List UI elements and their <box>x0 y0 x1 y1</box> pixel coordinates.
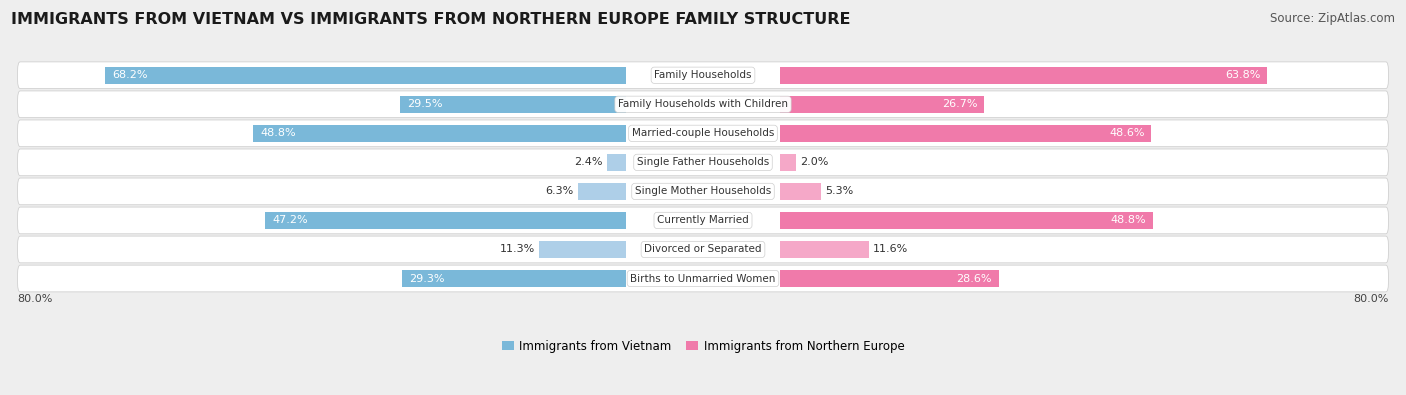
FancyBboxPatch shape <box>18 149 1388 176</box>
Text: 29.3%: 29.3% <box>409 273 444 284</box>
Text: Divorced or Separated: Divorced or Separated <box>644 245 762 254</box>
Text: Married-couple Households: Married-couple Households <box>631 128 775 138</box>
Text: 47.2%: 47.2% <box>273 215 308 226</box>
Bar <box>266 212 626 229</box>
Bar <box>105 67 626 84</box>
Bar <box>540 241 626 258</box>
FancyBboxPatch shape <box>18 207 1388 234</box>
Text: IMMIGRANTS FROM VIETNAM VS IMMIGRANTS FROM NORTHERN EUROPE FAMILY STRUCTURE: IMMIGRANTS FROM VIETNAM VS IMMIGRANTS FR… <box>11 12 851 27</box>
Bar <box>780 183 821 200</box>
Bar <box>578 183 626 200</box>
Bar <box>253 125 626 142</box>
Bar <box>780 96 984 113</box>
Text: Family Households with Children: Family Households with Children <box>619 99 787 109</box>
Bar <box>780 125 1152 142</box>
Text: 80.0%: 80.0% <box>1353 294 1388 305</box>
Text: 29.5%: 29.5% <box>408 99 443 109</box>
Bar <box>780 241 869 258</box>
FancyBboxPatch shape <box>18 265 1388 292</box>
Bar <box>780 67 1267 84</box>
FancyBboxPatch shape <box>18 236 1388 263</box>
FancyBboxPatch shape <box>18 120 1388 147</box>
Legend: Immigrants from Vietnam, Immigrants from Northern Europe: Immigrants from Vietnam, Immigrants from… <box>502 340 904 353</box>
Text: 63.8%: 63.8% <box>1225 70 1260 80</box>
Text: 2.4%: 2.4% <box>575 157 603 167</box>
Text: Source: ZipAtlas.com: Source: ZipAtlas.com <box>1270 12 1395 25</box>
Text: 26.7%: 26.7% <box>942 99 977 109</box>
Text: Family Households: Family Households <box>654 70 752 80</box>
Bar <box>780 212 1153 229</box>
Bar <box>780 154 796 171</box>
Text: Births to Unmarried Women: Births to Unmarried Women <box>630 273 776 284</box>
Text: 48.8%: 48.8% <box>1111 215 1146 226</box>
Text: 11.6%: 11.6% <box>873 245 908 254</box>
Text: 6.3%: 6.3% <box>546 186 574 196</box>
Text: 68.2%: 68.2% <box>112 70 148 80</box>
Text: 48.8%: 48.8% <box>260 128 295 138</box>
FancyBboxPatch shape <box>18 62 1388 88</box>
Text: 11.3%: 11.3% <box>499 245 536 254</box>
Bar <box>402 270 626 287</box>
Text: 80.0%: 80.0% <box>18 294 53 305</box>
Bar <box>401 96 626 113</box>
Bar <box>607 154 626 171</box>
Text: Currently Married: Currently Married <box>657 215 749 226</box>
Bar <box>780 270 998 287</box>
Text: 2.0%: 2.0% <box>800 157 828 167</box>
Text: 28.6%: 28.6% <box>956 273 991 284</box>
Text: 48.6%: 48.6% <box>1109 128 1144 138</box>
Text: Single Mother Households: Single Mother Households <box>636 186 770 196</box>
Text: 5.3%: 5.3% <box>825 186 853 196</box>
FancyBboxPatch shape <box>18 178 1388 205</box>
Text: Single Father Households: Single Father Households <box>637 157 769 167</box>
FancyBboxPatch shape <box>18 91 1388 118</box>
